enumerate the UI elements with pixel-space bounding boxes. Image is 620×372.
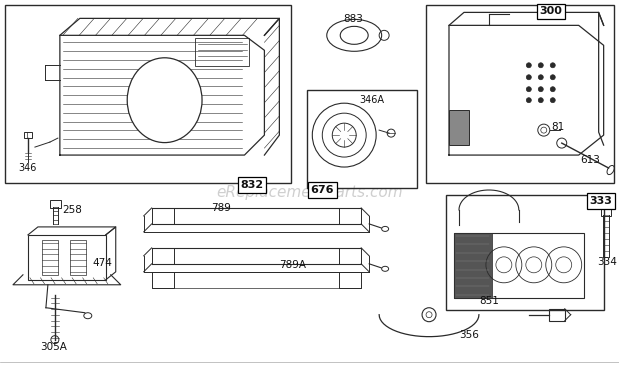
Ellipse shape xyxy=(127,58,202,142)
Text: 613: 613 xyxy=(581,155,601,165)
Text: 474: 474 xyxy=(93,258,113,268)
Circle shape xyxy=(538,75,543,80)
Bar xyxy=(152,248,174,264)
Bar xyxy=(339,208,361,224)
Bar xyxy=(42,240,58,275)
Bar xyxy=(152,208,174,224)
Text: 305A: 305A xyxy=(40,341,67,352)
Bar xyxy=(426,6,614,183)
Circle shape xyxy=(551,98,556,103)
Bar xyxy=(24,132,32,138)
Bar xyxy=(70,240,86,275)
Text: 258: 258 xyxy=(62,205,82,215)
Text: 334: 334 xyxy=(596,257,616,267)
Bar xyxy=(549,309,565,321)
Text: 883: 883 xyxy=(343,15,363,25)
Text: 300: 300 xyxy=(540,6,563,16)
Circle shape xyxy=(551,87,556,92)
Bar xyxy=(446,195,604,310)
Text: 851: 851 xyxy=(479,296,499,306)
Bar xyxy=(339,248,361,264)
Text: 346: 346 xyxy=(18,163,37,173)
Text: 832: 832 xyxy=(241,180,264,190)
Circle shape xyxy=(551,63,556,68)
Bar xyxy=(152,272,174,288)
Circle shape xyxy=(551,75,556,80)
Circle shape xyxy=(526,87,531,92)
Text: 676: 676 xyxy=(310,185,334,195)
Bar xyxy=(454,233,583,298)
Bar xyxy=(449,110,469,145)
Bar xyxy=(454,233,492,298)
Circle shape xyxy=(526,98,531,103)
Bar xyxy=(601,208,611,216)
Text: 789A: 789A xyxy=(280,260,306,270)
Text: 356: 356 xyxy=(459,330,479,340)
Text: 333: 333 xyxy=(590,196,613,206)
Text: 789: 789 xyxy=(211,203,231,213)
Circle shape xyxy=(538,87,543,92)
Text: eReplacementParts.com: eReplacementParts.com xyxy=(216,186,402,201)
Circle shape xyxy=(538,98,543,103)
Text: 81: 81 xyxy=(551,122,564,132)
Bar xyxy=(308,90,417,188)
Bar xyxy=(339,272,361,288)
Circle shape xyxy=(538,63,543,68)
Bar xyxy=(50,200,61,208)
Text: 346A: 346A xyxy=(359,95,384,105)
Circle shape xyxy=(526,63,531,68)
Circle shape xyxy=(526,75,531,80)
Bar xyxy=(28,235,106,280)
Bar xyxy=(5,6,291,183)
Bar xyxy=(195,38,249,66)
